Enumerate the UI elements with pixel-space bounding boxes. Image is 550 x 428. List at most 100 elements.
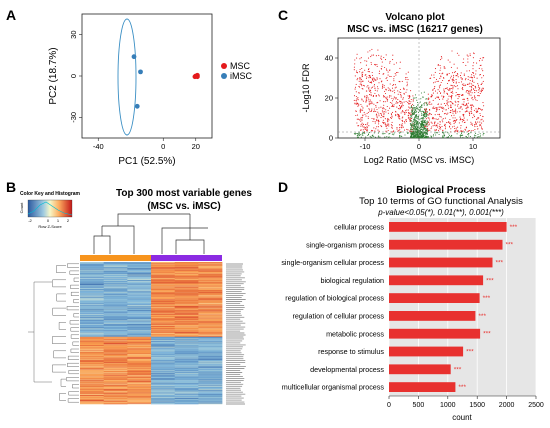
heatmap-cell bbox=[103, 269, 128, 271]
heatmap-cell bbox=[151, 262, 175, 263]
heatmap-cell bbox=[174, 268, 199, 270]
heatmap-cell bbox=[103, 303, 128, 304]
heatmap-cell bbox=[151, 360, 175, 362]
volcano-point bbox=[470, 111, 472, 113]
heatmap-cell bbox=[174, 285, 199, 286]
volcano-point bbox=[374, 64, 376, 66]
heatmap-cell bbox=[198, 334, 223, 336]
volcano-point bbox=[471, 84, 473, 86]
volcano-point bbox=[421, 104, 423, 106]
heatmap-cell bbox=[103, 401, 128, 403]
volcano-point bbox=[410, 124, 412, 126]
heatmap-cell bbox=[80, 297, 104, 299]
heatmap-cell bbox=[127, 294, 152, 296]
volcano-point bbox=[368, 80, 370, 82]
volcano-point bbox=[374, 92, 376, 94]
go-bar-significance: *** bbox=[483, 331, 491, 338]
heatmap-cell bbox=[174, 283, 199, 285]
heatmap-cell bbox=[80, 393, 104, 394]
heatmap-cell bbox=[198, 303, 223, 304]
volcano-point bbox=[468, 133, 470, 135]
volcano-point bbox=[452, 110, 454, 112]
heatmap-cell bbox=[80, 354, 104, 356]
heatmap-cell bbox=[80, 324, 104, 325]
heatmap-cell bbox=[174, 306, 199, 308]
volcano-point bbox=[404, 112, 406, 114]
heatmap-cell bbox=[127, 305, 152, 307]
heatmap-cell bbox=[174, 401, 199, 402]
volcano-point bbox=[412, 126, 414, 128]
volcano-point bbox=[368, 109, 371, 111]
heatmap-cell bbox=[127, 316, 152, 318]
volcano-point bbox=[398, 127, 401, 129]
volcano-point bbox=[440, 128, 442, 130]
volcano-point bbox=[409, 116, 411, 118]
heatmap-cell bbox=[174, 391, 199, 393]
volcano-point bbox=[410, 90, 412, 92]
heatmap-cell bbox=[103, 295, 128, 297]
volcano-point bbox=[424, 109, 426, 111]
volcano-point bbox=[465, 110, 467, 112]
volcano-point bbox=[458, 54, 460, 56]
heatmap-cell bbox=[127, 264, 152, 266]
heatmap-cell bbox=[174, 359, 199, 361]
volcano-point bbox=[393, 84, 395, 86]
volcano-point bbox=[407, 109, 409, 111]
heatmap-cell bbox=[151, 333, 175, 335]
heatmap-cell bbox=[103, 346, 128, 348]
volcano-point bbox=[465, 64, 467, 66]
volcano-point bbox=[367, 51, 369, 53]
volcano-point bbox=[429, 129, 431, 131]
volcano-point bbox=[368, 132, 370, 134]
heatmap-cell bbox=[80, 288, 104, 289]
heatmap-cell bbox=[151, 271, 175, 273]
volcano-point bbox=[383, 116, 385, 118]
volcano-point bbox=[438, 133, 440, 136]
volcano-point bbox=[369, 99, 371, 101]
heatmap-cell bbox=[174, 300, 199, 302]
volcano-point bbox=[419, 101, 421, 103]
volcano-point bbox=[482, 134, 484, 136]
heatmap-cell bbox=[151, 390, 175, 392]
volcano-point bbox=[415, 97, 417, 99]
heatmap-cell bbox=[198, 364, 223, 366]
heatmap-cell bbox=[127, 315, 152, 317]
volcano-point bbox=[470, 132, 472, 134]
heatmap-cell bbox=[151, 349, 175, 351]
volcano-point bbox=[475, 132, 477, 134]
heatmap-cell bbox=[151, 299, 175, 301]
heatmap-cell bbox=[151, 341, 175, 343]
volcano-point bbox=[413, 119, 415, 121]
heatmap-cell bbox=[80, 290, 104, 292]
volcano-point bbox=[376, 86, 379, 88]
heatmap-cell bbox=[198, 353, 223, 355]
heatmap-cell bbox=[127, 323, 152, 325]
heatmap-cell bbox=[151, 386, 175, 387]
heatmap-cell bbox=[151, 320, 175, 322]
heatmap-cell bbox=[198, 395, 223, 397]
volcano-point bbox=[426, 125, 428, 127]
heatmap-cell bbox=[198, 362, 223, 364]
heatmap-cell bbox=[103, 302, 128, 304]
volcano-point bbox=[428, 119, 430, 121]
heatmap-cell bbox=[103, 334, 128, 336]
volcano-point bbox=[375, 55, 377, 57]
heatmap-cell bbox=[151, 315, 175, 317]
pca-point-imsc bbox=[134, 103, 140, 109]
legend-imsc-label: iMSC bbox=[230, 71, 252, 81]
volcano-point bbox=[361, 125, 364, 127]
heatmap-cell bbox=[174, 264, 199, 266]
heatmap-cell bbox=[103, 382, 128, 383]
heatmap-cell bbox=[127, 350, 152, 352]
volcano-point bbox=[413, 108, 415, 110]
volcano-point bbox=[379, 100, 381, 102]
heatmap-cell bbox=[103, 288, 128, 290]
heatmap-cell bbox=[174, 300, 199, 302]
heatmap-cell bbox=[174, 311, 199, 312]
volcano-point bbox=[403, 88, 405, 90]
heatmap-cell bbox=[151, 264, 175, 266]
heatmap-cell bbox=[198, 359, 223, 361]
volcano-point bbox=[443, 88, 445, 90]
heatmap-cell bbox=[80, 278, 104, 279]
